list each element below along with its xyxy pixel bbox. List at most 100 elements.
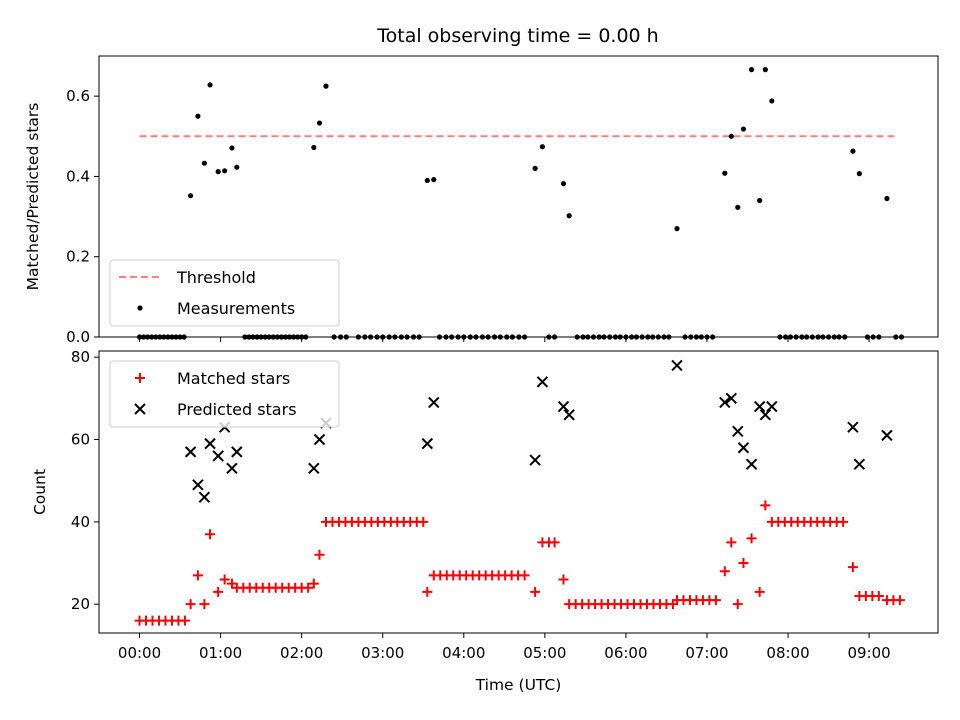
data-point bbox=[884, 195, 890, 202]
data-point bbox=[722, 170, 728, 176]
x-tick-label: 09:00 bbox=[847, 644, 890, 662]
data-point bbox=[769, 98, 775, 104]
data-point bbox=[422, 586, 433, 597]
data-point bbox=[201, 160, 207, 166]
data-point bbox=[732, 599, 743, 610]
series-matched-stars bbox=[134, 500, 905, 626]
data-point bbox=[847, 562, 858, 573]
y-tick-label: 40 bbox=[71, 513, 90, 531]
data-point bbox=[205, 529, 216, 540]
data-point bbox=[838, 516, 849, 527]
data-point bbox=[566, 213, 572, 219]
bottom-panel: 00:00 01:00 02:00 03:00 04:00 05:00 06:00 07:00… bbox=[31, 348, 939, 694]
data-point bbox=[188, 193, 194, 199]
data-point bbox=[212, 450, 224, 462]
data-point bbox=[207, 82, 213, 88]
x-tick-label: 07:00 bbox=[685, 644, 728, 662]
data-point bbox=[192, 479, 204, 491]
data-point bbox=[195, 113, 201, 119]
data-point bbox=[179, 615, 190, 626]
data-point bbox=[134, 403, 146, 415]
data-point bbox=[881, 429, 893, 442]
x-axis-label: Time (UTC) bbox=[475, 676, 562, 694]
data-point bbox=[428, 396, 440, 409]
data-point bbox=[557, 400, 570, 413]
data-point bbox=[135, 373, 145, 383]
data-point bbox=[313, 433, 326, 446]
data-point bbox=[231, 446, 243, 458]
data-point bbox=[192, 570, 203, 581]
data-point bbox=[745, 458, 758, 470]
data-point bbox=[728, 133, 734, 139]
data-point bbox=[725, 392, 737, 405]
data-point bbox=[314, 549, 325, 560]
data-point bbox=[735, 204, 741, 210]
data-point bbox=[308, 462, 320, 475]
data-point bbox=[215, 169, 221, 175]
legend-label: Measurements bbox=[177, 299, 295, 318]
data-point bbox=[740, 126, 747, 132]
y-tick-label: 80 bbox=[71, 348, 90, 366]
y-tick-label: 0.4 bbox=[66, 167, 90, 185]
y-tick-label: 60 bbox=[71, 431, 90, 449]
y-tick-label: 0.0 bbox=[66, 328, 90, 346]
legend-label: Predicted stars bbox=[177, 400, 297, 419]
data-point bbox=[754, 586, 765, 597]
y-axis-label: Matched/Predicted stars bbox=[24, 103, 42, 291]
top-panel: 0.0 0.2 0.4 0.6 Matched/Predicted stars Thres… bbox=[24, 55, 939, 346]
data-point bbox=[757, 197, 763, 204]
data-point bbox=[850, 148, 856, 154]
data-point bbox=[853, 458, 866, 470]
legend-label: Matched stars bbox=[177, 369, 290, 388]
data-point bbox=[753, 400, 766, 413]
data-point bbox=[431, 177, 437, 183]
data-point bbox=[532, 165, 538, 171]
data-point bbox=[766, 400, 778, 413]
data-point bbox=[710, 595, 721, 606]
data-point bbox=[323, 83, 329, 89]
data-point bbox=[558, 574, 569, 585]
data-point bbox=[185, 599, 196, 610]
data-point bbox=[856, 171, 862, 177]
data-point bbox=[222, 168, 228, 174]
data-point bbox=[549, 537, 560, 548]
x-tick-label: 02:00 bbox=[280, 644, 323, 662]
data-point bbox=[529, 454, 541, 466]
x-tick-label: 03:00 bbox=[361, 644, 404, 662]
data-point bbox=[539, 144, 546, 150]
data-point bbox=[229, 145, 235, 151]
data-point bbox=[519, 570, 530, 581]
data-point bbox=[671, 359, 683, 372]
data-point bbox=[732, 425, 744, 437]
data-point bbox=[137, 305, 143, 311]
data-point bbox=[213, 586, 224, 597]
data-point bbox=[308, 578, 319, 589]
data-point bbox=[219, 574, 230, 585]
legend: Threshold Measurements bbox=[109, 259, 340, 327]
data-point bbox=[234, 164, 240, 170]
x-tick-label: 01:00 bbox=[199, 644, 242, 662]
data-point bbox=[198, 491, 211, 503]
legend-box bbox=[109, 360, 340, 428]
data-point bbox=[311, 144, 317, 151]
y-tick-label: 0.6 bbox=[66, 87, 90, 105]
x-tick-label: 06:00 bbox=[604, 644, 647, 662]
data-point bbox=[760, 500, 771, 511]
data-point bbox=[674, 226, 680, 232]
data-point bbox=[762, 67, 768, 73]
legend-box bbox=[109, 259, 340, 327]
plot-frame bbox=[98, 350, 939, 634]
data-point bbox=[418, 516, 429, 527]
y-tick-label: 0.2 bbox=[66, 248, 90, 266]
data-point bbox=[719, 566, 730, 577]
y-axis-label: Count bbox=[31, 469, 49, 515]
data-point bbox=[184, 446, 197, 458]
legend-label: Threshold bbox=[176, 268, 256, 287]
chart-title: Total observing time = 0.00 h bbox=[376, 25, 658, 47]
y-tick-label: 20 bbox=[71, 595, 90, 613]
data-point bbox=[199, 599, 210, 610]
data-point bbox=[560, 181, 567, 187]
data-point bbox=[530, 586, 541, 597]
legend: Matched stars Predicted stars bbox=[109, 360, 340, 428]
